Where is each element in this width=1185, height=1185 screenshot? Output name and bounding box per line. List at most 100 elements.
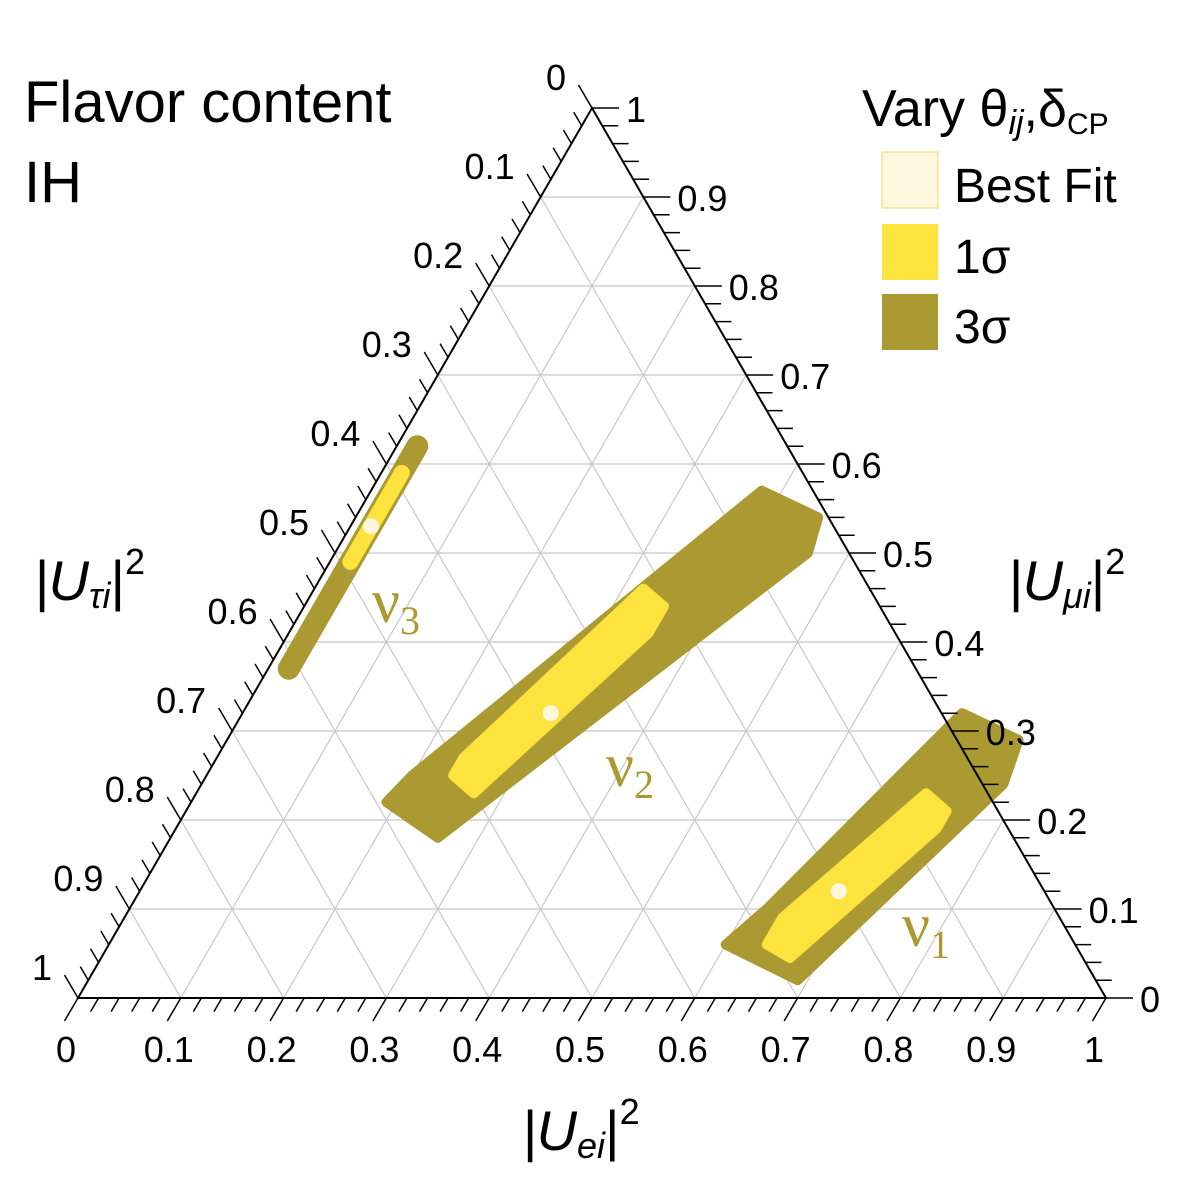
tick-e — [603, 997, 614, 1012]
tick-tau — [131, 877, 141, 892]
tick-e — [624, 997, 634, 1012]
tick-e — [747, 997, 758, 1012]
tick-e — [1056, 997, 1066, 1012]
tick-tau — [295, 592, 305, 607]
legend: Vary θij,δCP Best Fit 1σ 3σ — [862, 80, 1117, 354]
axis-title-tau: |Uτi|2 — [34, 541, 145, 616]
tick-e — [768, 997, 778, 1012]
tick-label-tau: 0.9 — [53, 858, 103, 899]
tick-label-tau: 0.2 — [413, 235, 463, 276]
tick-tau — [423, 351, 439, 376]
tick-tau — [320, 529, 336, 554]
tick-e — [989, 997, 1004, 1022]
tick-label-mu: 0.7 — [780, 356, 830, 397]
tick-tau — [372, 440, 388, 465]
tick-e — [192, 997, 203, 1012]
tick-tau — [388, 432, 398, 447]
chart-title-line-2: IH — [24, 150, 82, 215]
tick-tau — [408, 396, 418, 411]
tick-e — [89, 997, 100, 1012]
tick-e — [316, 997, 326, 1012]
tick-tau — [254, 663, 264, 678]
tick-label-tau: 0.7 — [156, 680, 206, 721]
tick-label-e: 0.1 — [144, 1029, 194, 1070]
tick-label-mu: 0.6 — [832, 445, 882, 486]
grid-line — [180, 819, 285, 999]
tick-e — [336, 997, 346, 1012]
axis-title-mu: |Uμi|2 — [1008, 541, 1125, 616]
tick-tau — [346, 503, 357, 518]
tick-label-e: 0.3 — [349, 1029, 399, 1070]
tick-tau — [459, 307, 470, 322]
tick-e — [645, 997, 655, 1012]
legend-label-best-fit: Best Fit — [954, 160, 1117, 213]
tick-label-mu: 0.2 — [1037, 801, 1087, 842]
tick-tau — [336, 521, 346, 536]
tick-label-tau: 0.1 — [465, 146, 515, 187]
tick-tau — [218, 707, 233, 732]
tick-tau — [316, 556, 326, 572]
best-fit-point-nu2 — [542, 705, 559, 722]
tick-e — [357, 997, 367, 1012]
tick-tau — [521, 200, 531, 216]
tick-e — [809, 997, 819, 1012]
tick-e — [850, 997, 860, 1012]
tick-label-tau: 0.8 — [105, 769, 155, 810]
tick-e — [418, 997, 429, 1012]
tick-label-tau: 0.4 — [310, 413, 360, 454]
tick-tau — [490, 254, 501, 269]
tick-tau — [182, 788, 192, 803]
tick-e — [727, 997, 737, 1012]
tick-label-tau: 0.3 — [362, 324, 412, 365]
tick-label-e: 0.6 — [658, 1029, 708, 1070]
tick-e — [665, 997, 675, 1012]
tick-label-mu: 0.3 — [986, 712, 1036, 753]
tick-tau — [115, 885, 131, 910]
tick-label-e: 0.4 — [452, 1029, 502, 1070]
tick-tau — [305, 574, 316, 589]
grid-line — [899, 819, 1004, 999]
tick-e — [1076, 997, 1087, 1012]
tick-e — [542, 997, 552, 1012]
tick-e — [706, 997, 717, 1012]
tick-tau — [244, 681, 254, 696]
tick-e — [475, 997, 490, 1022]
tick-tau — [577, 84, 593, 109]
tick-label-mu: 0 — [1140, 979, 1160, 1020]
tick-label-tau: 0 — [546, 57, 566, 98]
tick-tau — [151, 841, 161, 856]
tick-e — [233, 997, 244, 1012]
region-label-nu1: ν1 — [902, 892, 950, 967]
axis-title-e: |Uei|2 — [522, 1091, 640, 1166]
tick-label-mu: 0.1 — [1089, 890, 1139, 931]
region-1sigma-nu1 — [761, 788, 952, 963]
tick-tau — [100, 930, 110, 945]
tick-e — [372, 997, 388, 1022]
regions — [277, 435, 1024, 986]
region-label-nu3: ν3 — [372, 568, 420, 643]
tick-label-mu: 0.9 — [677, 178, 727, 219]
best-fit-point-nu1 — [830, 883, 847, 900]
tick-label-tau: 0.6 — [208, 591, 258, 632]
tick-e — [398, 997, 408, 1012]
tick-tau — [398, 414, 408, 429]
tick-tau — [542, 165, 552, 180]
tick-tau — [357, 485, 367, 500]
tick-label-e: 0 — [56, 1029, 76, 1070]
tick-e — [912, 997, 922, 1012]
tick-tau — [526, 173, 542, 198]
tick-tau — [285, 610, 295, 625]
tick-tau — [166, 796, 182, 821]
tick-e — [459, 997, 470, 1012]
legend-swatch-best-fit — [881, 151, 939, 209]
grid-line — [180, 196, 644, 999]
tick-e — [973, 997, 984, 1012]
tick-tau — [367, 467, 377, 483]
grid-line — [283, 641, 490, 999]
chart-title-line-1: Flavor content — [24, 70, 392, 135]
tick-e — [439, 997, 449, 1012]
tick-tau — [63, 974, 79, 999]
tick-tau — [264, 645, 274, 661]
tick-label-mu: 1 — [626, 89, 646, 130]
tick-e — [213, 997, 223, 1012]
